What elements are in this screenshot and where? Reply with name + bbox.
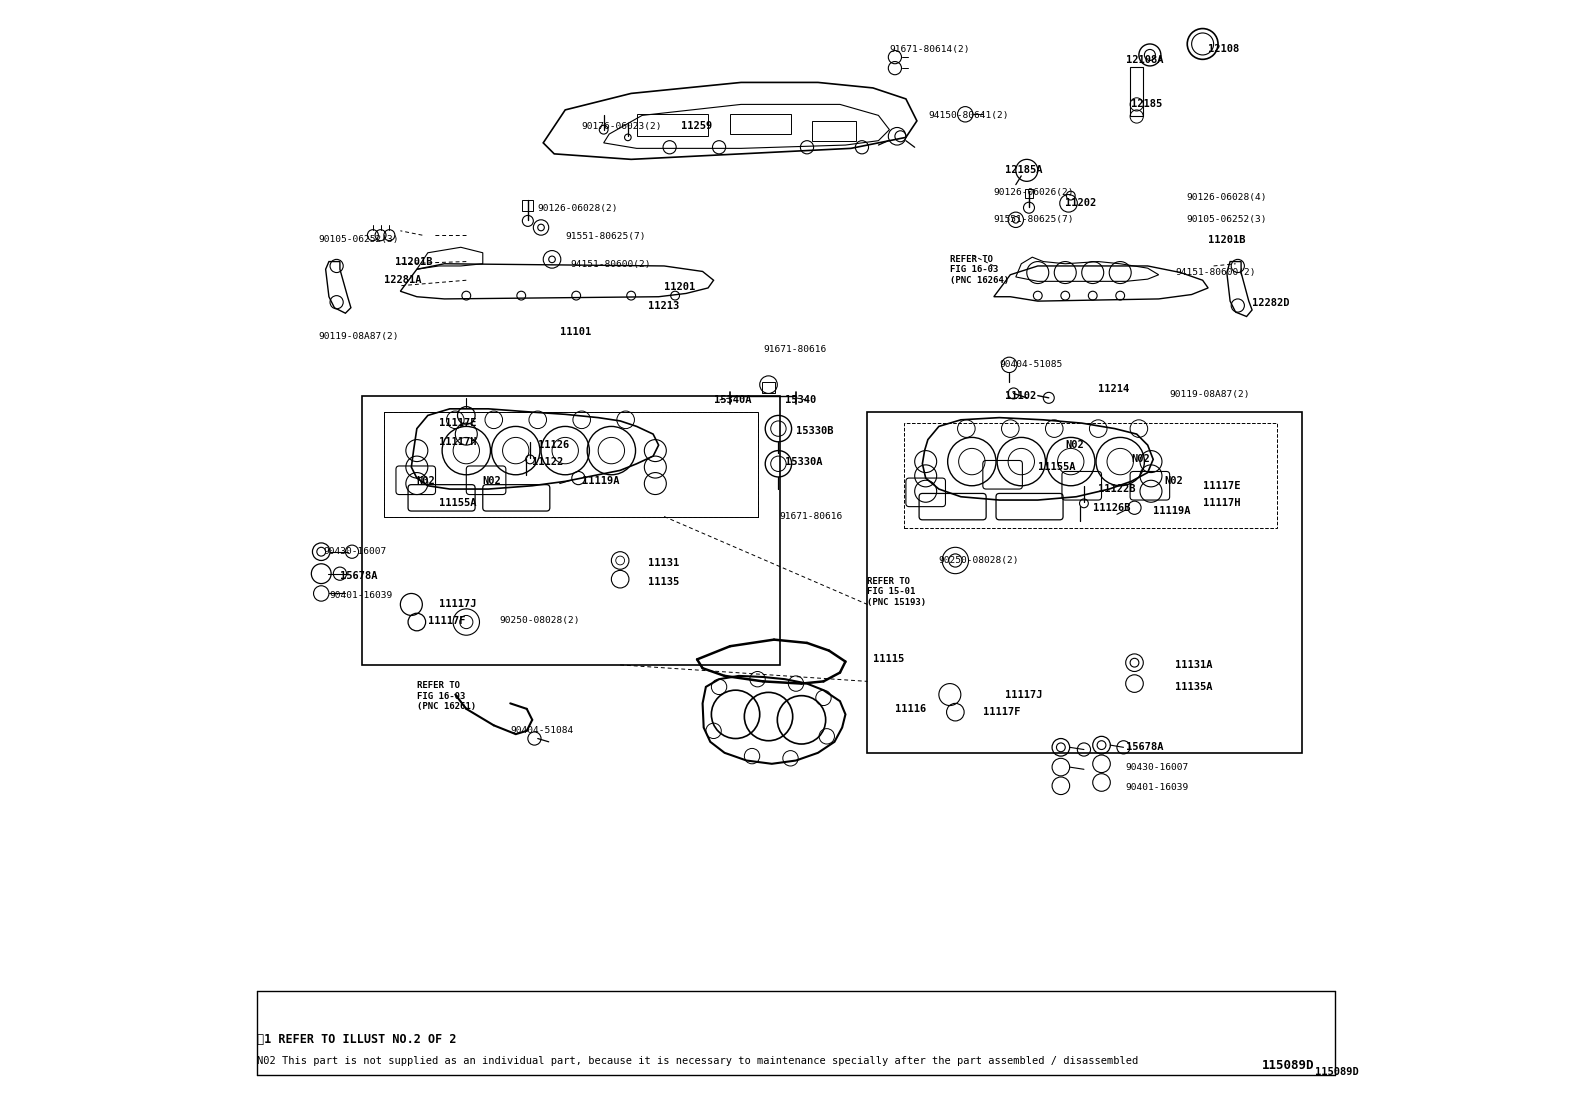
Text: 11122B: 11122B: [1098, 484, 1135, 495]
Text: 11202: 11202: [1065, 198, 1097, 209]
Text: 90401-16039: 90401-16039: [330, 591, 392, 600]
Text: 11126B: 11126B: [1092, 502, 1130, 513]
Text: REFER TO
FIG 16-03
(PNC 16261): REFER TO FIG 16-03 (PNC 16261): [417, 681, 476, 711]
Text: 94151-80600(2): 94151-80600(2): [1175, 268, 1256, 277]
Text: 11214: 11214: [1098, 384, 1129, 395]
Bar: [637, 114, 708, 136]
Text: N02: N02: [1132, 454, 1149, 465]
Text: 11259: 11259: [681, 121, 712, 132]
Text: 90250-08028(2): 90250-08028(2): [500, 617, 579, 625]
Bar: [868, 412, 1302, 753]
Text: 11131: 11131: [648, 557, 678, 568]
Bar: [904, 423, 1277, 528]
Text: 91551-80625(7): 91551-80625(7): [565, 232, 646, 241]
Text: 12108: 12108: [1208, 44, 1240, 55]
Text: 11115: 11115: [872, 654, 904, 665]
Text: ※1 REFER TO ILLUST NO.2 OF 2: ※1 REFER TO ILLUST NO.2 OF 2: [258, 1033, 457, 1046]
Text: 15678A: 15678A: [1126, 742, 1164, 753]
Bar: [812, 121, 856, 141]
Text: 15330B: 15330B: [796, 425, 834, 436]
Text: 11131A: 11131A: [1175, 659, 1213, 670]
Text: N02: N02: [1164, 476, 1183, 487]
Text: N02: N02: [482, 476, 501, 487]
Bar: [384, 412, 758, 517]
Text: 12281A: 12281A: [384, 275, 422, 286]
Text: 11117F: 11117F: [428, 615, 465, 626]
Text: 11119A: 11119A: [1153, 506, 1191, 517]
Text: REFER TO
FIG 16-03
(PNC 16264): REFER TO FIG 16-03 (PNC 16264): [950, 255, 1009, 285]
Text: 90126-06026(2): 90126-06026(2): [993, 188, 1075, 197]
Text: N02: N02: [1065, 440, 1084, 451]
Text: 91671-80616: 91671-80616: [763, 345, 826, 354]
Text: N02 This part is not supplied as an individual part, because it is necessary to : N02 This part is not supplied as an indi…: [258, 1056, 1138, 1066]
Text: 11135: 11135: [648, 577, 678, 588]
Text: 94150-80641(2): 94150-80641(2): [928, 111, 1008, 120]
Text: 90126-06028(4): 90126-06028(4): [1186, 193, 1267, 202]
Text: 11117F: 11117F: [982, 707, 1020, 718]
Text: 90176-06023(2): 90176-06023(2): [581, 122, 662, 131]
Bar: [361, 396, 780, 665]
Text: 12108A: 12108A: [1126, 55, 1164, 66]
Text: REFER TO
FIG 15-01
(PNC 15193): REFER TO FIG 15-01 (PNC 15193): [868, 577, 927, 607]
Text: 15340: 15340: [785, 395, 817, 406]
Text: 90404-51084: 90404-51084: [511, 726, 573, 735]
Text: 11119A: 11119A: [581, 476, 619, 487]
Text: 11126: 11126: [538, 440, 568, 451]
Text: 11117J: 11117J: [439, 599, 476, 610]
Text: 11117J: 11117J: [1005, 689, 1043, 700]
Text: 11122: 11122: [532, 456, 564, 467]
Bar: [522, 200, 533, 211]
Text: 90119-08A87(2): 90119-08A87(2): [318, 332, 398, 341]
Text: 15340A: 15340A: [713, 395, 751, 406]
Text: 90404-51085: 90404-51085: [1000, 360, 1062, 369]
Text: 11155A: 11155A: [439, 498, 476, 509]
Text: 91551-80625(7): 91551-80625(7): [993, 215, 1075, 224]
Text: 115089D: 115089D: [1315, 1066, 1358, 1077]
Text: 11155A: 11155A: [1038, 462, 1075, 473]
Text: 15330A: 15330A: [785, 456, 823, 467]
Text: 12282D: 12282D: [1251, 298, 1290, 309]
Bar: [763, 382, 775, 393]
Text: 11117E: 11117E: [1202, 480, 1240, 491]
Text: 11117H: 11117H: [439, 436, 476, 447]
Text: 90119-08A87(2): 90119-08A87(2): [1170, 390, 1250, 399]
Text: 11201B: 11201B: [395, 256, 433, 267]
Text: 11135A: 11135A: [1175, 681, 1213, 692]
Text: 90105-06252(3): 90105-06252(3): [1186, 215, 1267, 224]
Bar: [384, 412, 758, 517]
Text: 91671-80614(2): 91671-80614(2): [890, 45, 970, 54]
Text: 90126-06028(2): 90126-06028(2): [538, 204, 618, 213]
Text: 11117H: 11117H: [1202, 498, 1240, 509]
Text: 11102: 11102: [1005, 390, 1036, 401]
Text: 90430-16007: 90430-16007: [1126, 763, 1189, 771]
Text: 12185A: 12185A: [1005, 165, 1043, 176]
Text: 90401-16039: 90401-16039: [1126, 784, 1189, 792]
Text: 11116: 11116: [895, 703, 927, 714]
Bar: [731, 114, 791, 134]
Text: 115089D: 115089D: [1262, 1058, 1315, 1072]
Text: 91671-80616: 91671-80616: [780, 512, 842, 521]
Text: 90430-16007: 90430-16007: [323, 547, 387, 556]
Text: 11213: 11213: [648, 300, 678, 311]
Bar: [1130, 67, 1143, 116]
Bar: [1025, 189, 1033, 198]
Text: 94151-80600(2): 94151-80600(2): [570, 260, 651, 269]
Text: N02: N02: [417, 476, 436, 487]
Text: 11101: 11101: [560, 326, 591, 337]
Text: 15678A: 15678A: [341, 570, 377, 581]
Text: 11201B: 11201B: [1208, 234, 1245, 245]
Text: 12185: 12185: [1132, 99, 1162, 110]
Text: 11117E: 11117E: [439, 418, 476, 429]
Text: 90250-08028(2): 90250-08028(2): [939, 556, 1019, 565]
Text: 11201: 11201: [664, 281, 696, 292]
Text: 90105-06252(3): 90105-06252(3): [318, 235, 398, 244]
